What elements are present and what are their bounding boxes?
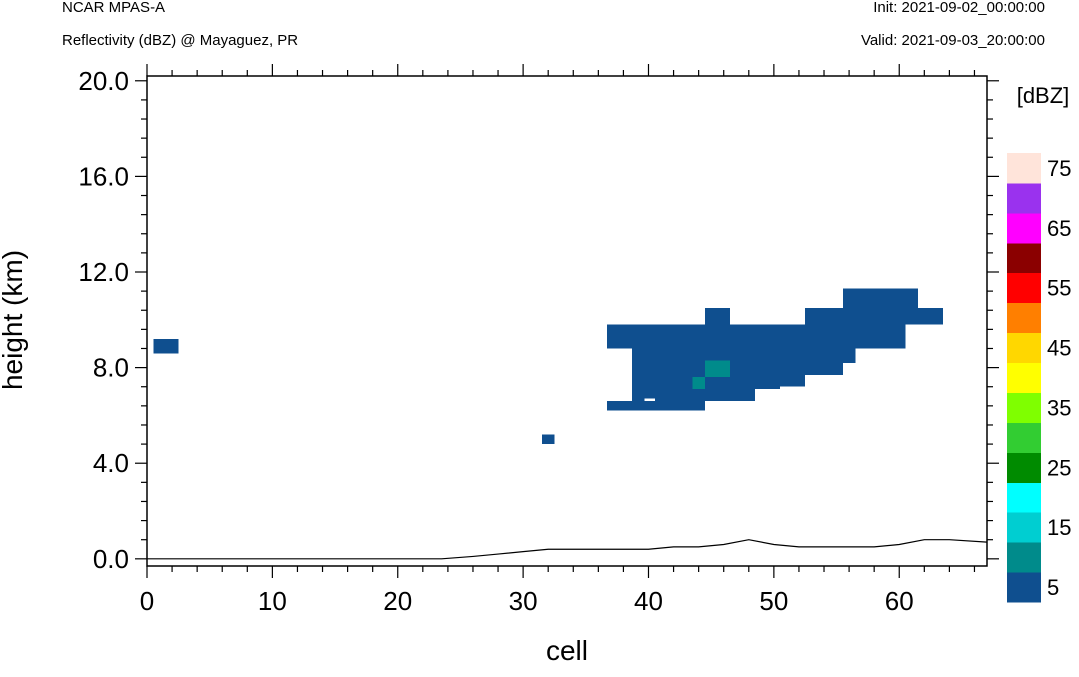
- colorbar-swatch: [1007, 422, 1041, 453]
- reflectivity-cell: [755, 348, 781, 390]
- reflectivity-cell: [780, 374, 806, 387]
- colorbar-swatch: [1007, 182, 1041, 214]
- reflectivity-cell: [704, 386, 743, 402]
- reflectivity-cell: [780, 336, 843, 349]
- plot-frame: [146, 75, 988, 567]
- reflectivity-cell: [780, 348, 831, 375]
- reflectivity-cell: [541, 434, 555, 445]
- y-tick-label: 4.0: [93, 448, 129, 478]
- colorbar-labels: 5 15 25 35 45 55 65 75: [1047, 156, 1071, 600]
- terrain-polyline: [147, 539, 988, 560]
- colorbar-swatch: [1007, 212, 1041, 244]
- reflectivity-cell: [704, 377, 730, 387]
- reflectivity-cell: [607, 401, 655, 411]
- y-tick-label: 0.0: [93, 544, 129, 574]
- reflectivity-cell: [654, 398, 705, 411]
- reflectivity-cell: [842, 324, 868, 349]
- y-axis-label: height (km): [0, 250, 28, 390]
- colorbar-label: 25: [1047, 455, 1071, 480]
- colorbar-label: 75: [1047, 156, 1071, 181]
- colorbar-swatch: [1007, 542, 1041, 573]
- terrain-line: [147, 539, 988, 560]
- colorbar-swatch: [1007, 392, 1041, 423]
- colorbar-swatch: [1007, 153, 1041, 184]
- colorbar: [1007, 153, 1041, 603]
- colorbar-label: 65: [1047, 216, 1071, 241]
- x-tick-label: 30: [509, 586, 538, 616]
- reflectivity-cell: [153, 338, 179, 354]
- reflectivity-cell: [805, 307, 944, 325]
- colorbar-swatch: [1007, 452, 1041, 483]
- reflectivity-cells: [153, 288, 944, 445]
- reflectivity-cell: [667, 336, 705, 349]
- y-tick-label: 12.0: [78, 257, 129, 287]
- reflectivity-cell: [842, 288, 919, 308]
- model-title: NCAR MPAS-A: [62, 0, 166, 16]
- x-tick-label: 10: [258, 586, 287, 616]
- colorbar-swatch: [1007, 332, 1041, 364]
- x-tick-label: 40: [634, 586, 663, 616]
- colorbar-swatch: [1007, 272, 1041, 304]
- colorbar-label: 45: [1047, 336, 1071, 361]
- reflectivity-cell: [632, 348, 645, 402]
- colorbar-swatch: [1007, 302, 1041, 334]
- colorbar-swatch: [1007, 572, 1041, 603]
- reflectivity-cell: [692, 377, 705, 390]
- colorbar-unit-label: [dBZ]: [1017, 83, 1070, 108]
- colorbar-label: 5: [1047, 575, 1059, 600]
- reflectivity-cell: [742, 389, 756, 402]
- reflectivity-cell: [729, 348, 756, 390]
- x-tick-labels: 0 10 20 30 40 50 60: [140, 586, 914, 616]
- x-tick-label: 50: [759, 586, 788, 616]
- reflectivity-cell: [704, 307, 730, 325]
- init-time: Init: 2021-09-02_00:00:00: [873, 0, 1045, 16]
- reflectivity-cell: [644, 377, 668, 390]
- axis-ticks: [135, 64, 999, 578]
- colorbar-swatch: [1007, 512, 1041, 543]
- colorbar-swatch: [1007, 482, 1041, 513]
- valid-time: Valid: 2021-09-03_20:00:00: [860, 32, 1045, 49]
- colorbar-label: 35: [1047, 395, 1071, 420]
- x-tick-label: 60: [885, 586, 914, 616]
- reflectivity-cell: [867, 324, 906, 349]
- reflectivity-cell: [704, 360, 730, 378]
- colorbar-swatch: [1007, 362, 1041, 393]
- y-tick-labels: 0.0 4.0 8.0 12.0 16.0 20.0: [78, 66, 129, 574]
- x-tick-label: 0: [140, 586, 154, 616]
- colorbar-label: 55: [1047, 276, 1071, 301]
- x-tick-label: 20: [383, 586, 412, 616]
- colorbar-label: 15: [1047, 515, 1071, 540]
- reflectivity-cell: [830, 348, 856, 363]
- y-tick-label: 20.0: [78, 66, 129, 96]
- x-axis-label: cell: [546, 635, 588, 666]
- reflectivity-cell: [704, 336, 730, 361]
- y-tick-label: 8.0: [93, 353, 129, 383]
- reflectivity-cell: [644, 389, 705, 399]
- field-subtitle: Reflectivity (dBZ) @ Mayaguez, PR: [62, 32, 299, 49]
- y-tick-label: 16.0: [78, 161, 129, 191]
- reflectivity-cell: [667, 377, 693, 390]
- reflectivity-cell: [644, 348, 705, 378]
- colorbar-swatch: [1007, 242, 1041, 274]
